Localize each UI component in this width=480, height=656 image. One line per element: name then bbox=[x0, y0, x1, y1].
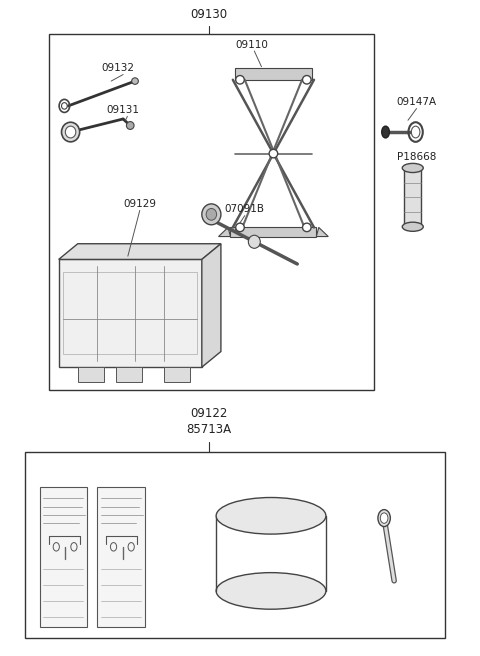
Ellipse shape bbox=[236, 75, 244, 84]
Ellipse shape bbox=[411, 126, 420, 138]
Ellipse shape bbox=[61, 102, 67, 109]
Bar bbox=[59, 259, 202, 367]
Polygon shape bbox=[316, 228, 328, 237]
Polygon shape bbox=[218, 228, 230, 237]
Bar bbox=[230, 228, 316, 237]
Ellipse shape bbox=[302, 75, 311, 84]
Polygon shape bbox=[59, 244, 221, 259]
Text: 09129: 09129 bbox=[123, 199, 156, 209]
Ellipse shape bbox=[378, 510, 390, 527]
Ellipse shape bbox=[402, 163, 423, 173]
Text: 09132: 09132 bbox=[102, 63, 135, 73]
Text: P18668: P18668 bbox=[397, 152, 436, 162]
Ellipse shape bbox=[269, 150, 278, 158]
Bar bbox=[78, 367, 104, 382]
Bar bbox=[404, 168, 421, 227]
Bar bbox=[116, 367, 142, 382]
Bar bbox=[63, 272, 197, 354]
Ellipse shape bbox=[216, 497, 326, 534]
Ellipse shape bbox=[65, 126, 76, 138]
Ellipse shape bbox=[380, 513, 388, 523]
Ellipse shape bbox=[132, 78, 138, 85]
Ellipse shape bbox=[206, 209, 216, 220]
Text: 09110: 09110 bbox=[236, 40, 268, 50]
Ellipse shape bbox=[302, 223, 311, 232]
Polygon shape bbox=[202, 244, 221, 367]
Ellipse shape bbox=[402, 222, 423, 232]
Bar bbox=[39, 487, 87, 627]
Text: 07091B: 07091B bbox=[225, 203, 265, 214]
Ellipse shape bbox=[236, 223, 244, 232]
Bar bbox=[164, 367, 190, 382]
Bar bbox=[25, 452, 445, 638]
Ellipse shape bbox=[202, 204, 221, 225]
Ellipse shape bbox=[126, 121, 134, 129]
Ellipse shape bbox=[382, 126, 389, 138]
Bar bbox=[49, 34, 373, 390]
Text: 09131: 09131 bbox=[107, 105, 140, 115]
Ellipse shape bbox=[216, 573, 326, 609]
Bar bbox=[97, 487, 144, 627]
Ellipse shape bbox=[248, 236, 260, 249]
Text: 09147A: 09147A bbox=[396, 97, 437, 107]
Ellipse shape bbox=[61, 122, 80, 142]
Text: 09122
85713A: 09122 85713A bbox=[186, 407, 231, 436]
Text: 09130: 09130 bbox=[191, 8, 228, 21]
Bar bbox=[235, 68, 312, 80]
